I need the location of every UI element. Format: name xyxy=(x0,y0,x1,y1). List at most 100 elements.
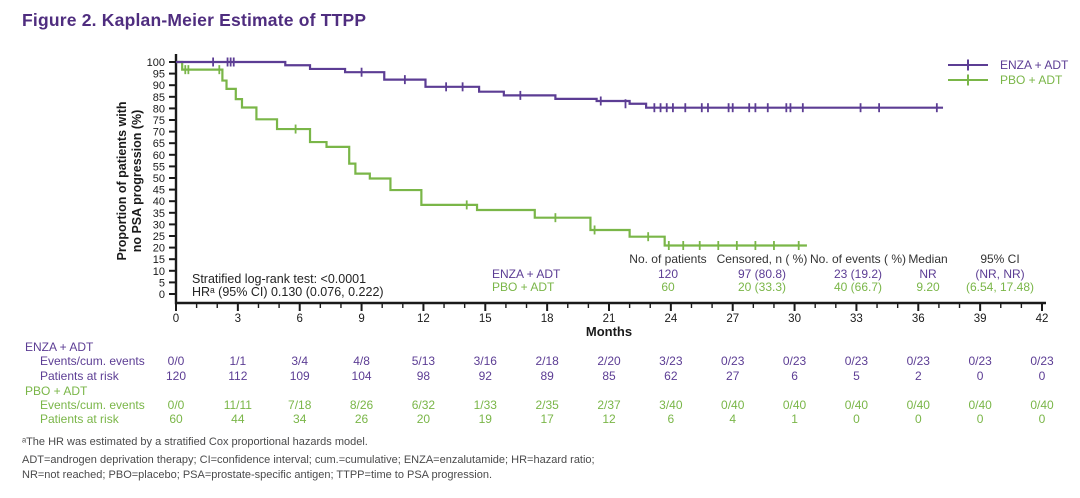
risk-value: 0/0 xyxy=(167,354,185,368)
risk-row-label: Patients at risk xyxy=(40,412,119,426)
risk-value: 112 xyxy=(228,369,248,383)
summary-value: 97 (80.8) xyxy=(737,267,787,281)
risk-value: 2/20 xyxy=(597,354,621,368)
summary-header: Censored, n ( %) xyxy=(716,252,808,266)
y-tick-label: 50 xyxy=(153,173,165,185)
risk-value: 3/16 xyxy=(473,354,497,368)
risk-value: 120 xyxy=(165,369,187,383)
risk-value: 0/40 xyxy=(1030,398,1054,412)
risk-value: 0/0 xyxy=(167,398,185,412)
y-tick-label: 55 xyxy=(153,161,165,173)
risk-value: 0/23 xyxy=(968,354,992,368)
risk-row-label: Events/cum. events xyxy=(40,398,145,412)
risk-value: 19 xyxy=(478,412,492,426)
y-axis-title-line2: no PSA progression (%) xyxy=(130,109,144,253)
footnote-abbrev-2: NR=not reached; PBO=placebo; PSA=prostat… xyxy=(22,469,492,481)
risk-value: 12 xyxy=(602,412,616,426)
legend-label-pbo: PBO + ADT xyxy=(1000,72,1063,87)
summary-header: No. of patients xyxy=(629,252,707,266)
legend-item-pbo: PBO + ADT xyxy=(946,72,1068,87)
risk-value: 2/18 xyxy=(535,354,559,368)
x-tick-label: 33 xyxy=(850,313,863,325)
risk-value: 85 xyxy=(602,369,616,383)
risk-value: 6/32 xyxy=(411,398,436,412)
risk-value: 109 xyxy=(289,369,310,383)
x-tick-label: 9 xyxy=(358,313,364,325)
hazard-ratio-stat: HRᵃ (95% CI) 0.130 (0.076, 0.222) xyxy=(192,285,384,299)
risk-value: 7/18 xyxy=(288,398,312,412)
x-tick-label: 0 xyxy=(173,313,179,325)
risk-value: 17 xyxy=(540,412,554,426)
summary-value: (6.54, 17.48) xyxy=(965,280,1035,294)
legend: ENZA + ADT PBO + ADT xyxy=(946,57,1068,87)
risk-value: 104 xyxy=(351,369,372,383)
risk-value: 0 xyxy=(976,369,984,383)
risk-value: 11/11 xyxy=(223,398,252,412)
logrank-stat: Stratified log-rank test: <0.0001 xyxy=(192,272,367,286)
summary-value: 23 (19.2) xyxy=(833,267,883,281)
summary-value: 9.20 xyxy=(916,280,940,294)
risk-value: 0 xyxy=(914,412,922,426)
risk-value: 1/1 xyxy=(229,354,247,368)
risk-value: 20 xyxy=(416,412,431,426)
y-tick-label: 75 xyxy=(153,115,165,127)
y-tick-label: 45 xyxy=(153,185,165,197)
y-tick-label: 5 xyxy=(159,277,165,289)
legend-label-enza: ENZA + ADT xyxy=(1000,57,1069,72)
risk-value: 60 xyxy=(169,412,183,426)
risk-value: 0/23 xyxy=(721,354,745,368)
summary-group-label: ENZA + ADT xyxy=(492,267,561,281)
km-curve-enza-adt xyxy=(176,60,944,109)
summary-value: 20 (33.3) xyxy=(737,280,787,294)
y-tick-label: 20 xyxy=(153,243,165,255)
risk-value: 0/23 xyxy=(782,354,807,368)
risk-value: 6 xyxy=(791,369,798,383)
risk-value: 4 xyxy=(729,412,737,426)
risk-value: 0/23 xyxy=(1030,354,1054,368)
risk-value: 0/23 xyxy=(906,354,930,368)
risk-value: 2/37 xyxy=(597,398,621,412)
risk-value: 0 xyxy=(853,412,860,426)
risk-value: 62 xyxy=(664,369,678,383)
risk-value: 5/13 xyxy=(411,354,436,368)
risk-value: 27 xyxy=(726,369,740,383)
x-tick-label: 42 xyxy=(1036,313,1049,325)
risk-value: 5 xyxy=(853,369,860,383)
risk-value: 6 xyxy=(667,412,675,426)
summary-value: 60 xyxy=(661,280,675,294)
risk-value: 0/23 xyxy=(844,354,869,368)
summary-group-label: PBO + ADT xyxy=(492,280,555,294)
risk-group-label: PBO + ADT xyxy=(25,384,88,398)
x-axis-title: Months xyxy=(585,324,633,339)
y-tick-label: 60 xyxy=(153,150,165,162)
y-tick-label: 15 xyxy=(153,254,165,266)
y-axis-title-line1: Proportion of patients with xyxy=(115,101,129,261)
risk-value: 3/4 xyxy=(291,354,309,368)
risk-value: 0/40 xyxy=(721,398,745,412)
y-tick-label: 10 xyxy=(153,266,165,278)
risk-value: 3/23 xyxy=(659,354,683,368)
y-tick-label: 40 xyxy=(153,196,165,208)
x-tick-label: 24 xyxy=(664,313,677,325)
legend-swatch-enza xyxy=(948,59,988,70)
risk-value: 0/40 xyxy=(782,398,807,412)
risk-group-label: ENZA + ADT xyxy=(25,340,94,354)
y-tick-label: 95 xyxy=(153,69,165,81)
footnote-abbrev-1: ADT=androgen deprivation therapy; CI=con… xyxy=(22,454,595,466)
risk-value: 0/40 xyxy=(906,398,930,412)
risk-row-label: Events/cum. events xyxy=(40,354,145,368)
footnote-hr: ᵃThe HR was estimated by a stratified Co… xyxy=(22,436,368,448)
risk-value: 1/33 xyxy=(473,398,497,412)
x-tick-label: 12 xyxy=(417,313,430,325)
y-tick-label: 80 xyxy=(153,103,165,115)
x-tick-label: 15 xyxy=(479,313,492,325)
x-tick-label: 3 xyxy=(235,313,241,325)
risk-value: 0 xyxy=(1038,369,1046,383)
risk-value: 1 xyxy=(791,412,798,426)
x-tick-label: 18 xyxy=(541,313,554,325)
y-tick-label: 70 xyxy=(153,127,165,139)
risk-value: 0 xyxy=(976,412,984,426)
risk-value: 0/40 xyxy=(844,398,869,412)
